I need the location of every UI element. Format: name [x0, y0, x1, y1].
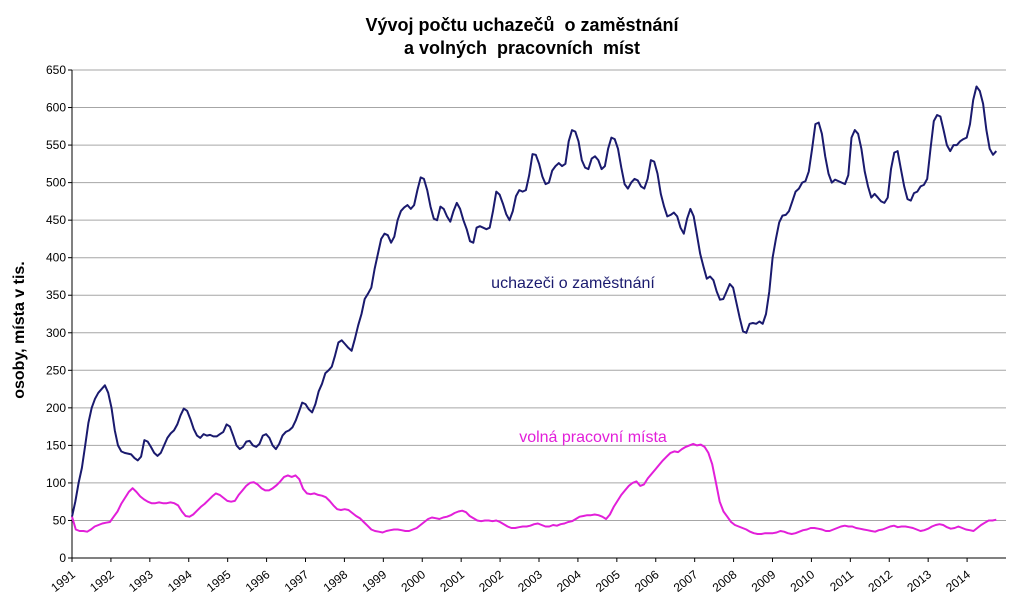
x-axis-ticks: 1991 1992 1993 1994 1995 1996 1997 1998 1999 2000…: [48, 558, 973, 595]
x-tick-label: 2003: [515, 567, 545, 595]
x-tick-label: 2000: [398, 567, 428, 595]
chart-title: Vývoj počtu uchazečů o zaměstnání a voln…: [0, 14, 1024, 60]
series-lines: [71, 85, 998, 535]
series-label-uchazeci: uchazeči o zaměstnání: [491, 275, 655, 292]
chart-title-line-1: Vývoj počtu uchazečů o zaměstnání: [365, 15, 679, 35]
y-axis-ticks: 0 50 100 150 200 250 300 350 400 450 500 550 600 650: [46, 63, 72, 565]
axes: [71, 70, 1006, 559]
x-tick-label: 1993: [126, 567, 156, 595]
y-tick-label: 350: [46, 288, 66, 302]
x-tick-label: 2001: [437, 567, 467, 595]
y-tick-label: 300: [46, 326, 66, 340]
x-tick-label: 2007: [671, 567, 701, 595]
y-tick-label: 0: [59, 551, 66, 565]
y-tick-label: 100: [46, 476, 66, 490]
y-tick-label: 250: [46, 363, 66, 377]
series-labels: uchazeči o zaměstnání volná pracovní míst…: [491, 275, 667, 446]
y-tick-label: 650: [46, 63, 66, 77]
x-tick-label: 1997: [282, 567, 312, 595]
x-tick-label: 2008: [710, 567, 740, 595]
series-line-volna-mista: [71, 442, 997, 535]
y-tick-label: 450: [46, 213, 66, 227]
y-tick-label: 150: [46, 438, 66, 452]
x-tick-label: 2011: [827, 567, 856, 594]
x-tick-label: 2004: [554, 567, 584, 595]
x-tick-label: 1998: [321, 567, 351, 595]
x-tick-label: 2009: [749, 567, 779, 595]
x-tick-label: 2006: [632, 567, 662, 595]
x-tick-label: 1995: [204, 567, 234, 595]
y-tick-label: 400: [46, 251, 66, 265]
x-tick-label: 1994: [165, 567, 195, 595]
series-line-uchazeci: [71, 85, 998, 517]
series-label-volna-mista: volná pracovní místa: [519, 429, 667, 446]
x-tick-label: 1999: [360, 567, 390, 595]
x-tick-label: 1996: [243, 567, 273, 595]
x-tick-label: 2012: [865, 567, 895, 595]
y-tick-label: 500: [46, 176, 66, 190]
x-tick-label: 2014: [943, 567, 973, 595]
chart-title-line-2: a volných pracovních míst: [403, 38, 641, 58]
x-tick-label: 2005: [593, 567, 623, 595]
y-tick-label: 600: [46, 101, 66, 115]
y-tick-label: 200: [46, 401, 66, 415]
x-tick-label: 1992: [87, 567, 117, 595]
x-tick-label: 2013: [904, 567, 934, 595]
x-tick-label: 2002: [476, 567, 506, 595]
x-tick-label: 1991: [48, 567, 78, 595]
x-tick-label: 2010: [788, 567, 818, 595]
gridlines: [72, 69, 1006, 521]
y-tick-label: 50: [53, 513, 67, 527]
y-tick-label: 550: [46, 138, 66, 152]
